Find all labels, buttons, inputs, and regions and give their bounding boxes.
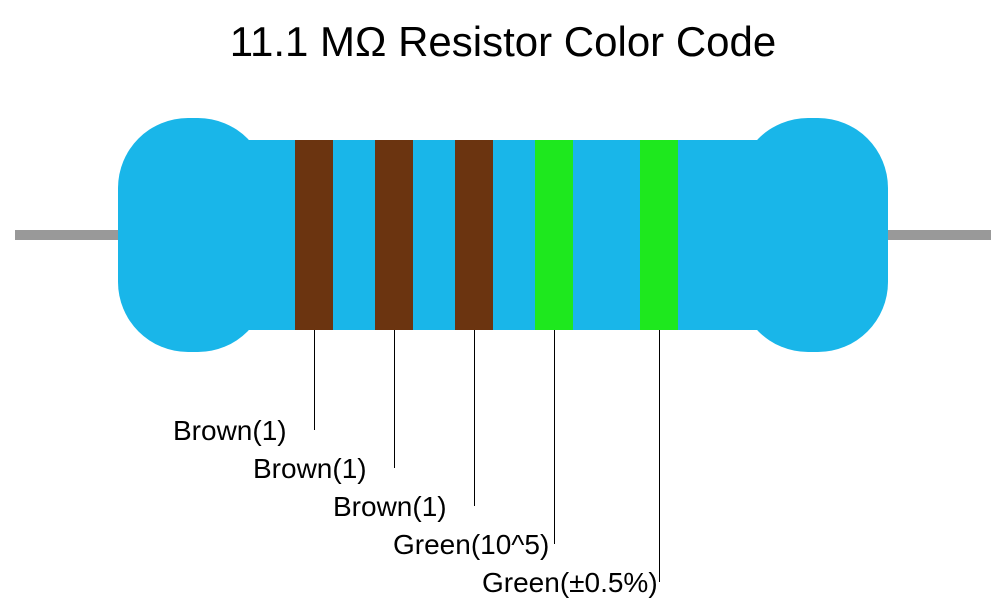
band5-label: Green(±0.5%): [482, 567, 658, 599]
band4: [535, 140, 573, 330]
band4-label: Green(10^5): [393, 529, 549, 561]
band4-callout-line: [554, 330, 555, 544]
band2: [375, 140, 413, 330]
diagram-title: 11.1 MΩ Resistor Color Code: [0, 18, 1006, 66]
band1-label: Brown(1): [173, 415, 287, 447]
band1-callout-line: [314, 330, 315, 430]
band5: [640, 140, 678, 330]
band3-label: Brown(1): [333, 491, 447, 523]
band2-label: Brown(1): [253, 453, 367, 485]
band1: [295, 140, 333, 330]
band5-callout-line: [659, 330, 660, 582]
band2-callout-line: [394, 330, 395, 468]
resistor-body: [200, 140, 806, 330]
resistor-diagram: [0, 90, 1006, 390]
band3-callout-line: [474, 330, 475, 506]
band3: [455, 140, 493, 330]
